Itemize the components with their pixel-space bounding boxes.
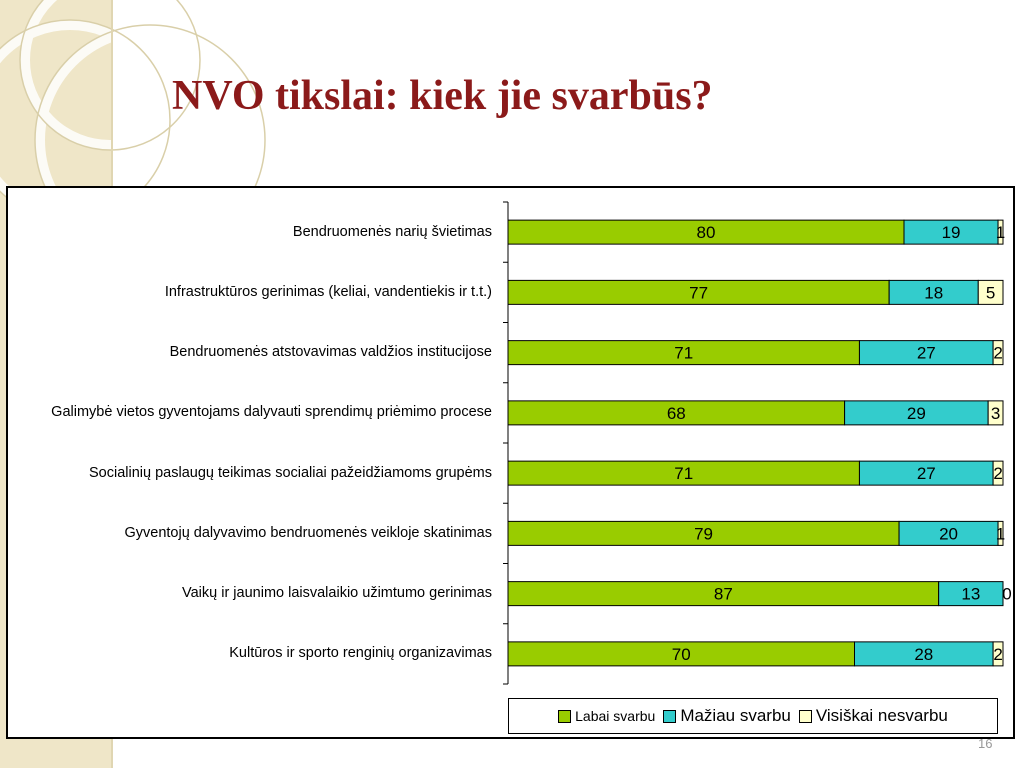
bar-2-5 [997, 520, 1004, 546]
legend-item-labai: Labai svarbu [558, 708, 655, 724]
bar-0-4 [507, 460, 860, 486]
legend-swatch-labai [558, 709, 572, 723]
category-label-4: Socialinių paslaugų teikimas socialiai p… [89, 464, 492, 481]
bar-1-7 [854, 641, 994, 667]
category-label-1: Infrastruktūros gerinimas (keliai, vande… [164, 283, 492, 300]
legend-label-visiskai: Visiškai nesvarbu [815, 706, 948, 725]
legend-item-maziau: Mažiau svarbu [663, 706, 791, 726]
legend-swatch-visiskai [798, 709, 812, 723]
bar-0-3 [507, 400, 846, 426]
legend-swatch-maziau [663, 709, 677, 723]
data-label-2-2: 2 [993, 344, 1002, 363]
data-label-1-5: 20 [939, 524, 958, 543]
data-label-2-0: 1 [996, 223, 1005, 242]
data-label-1-7: 28 [914, 645, 933, 664]
data-label-1-6: 13 [961, 585, 980, 604]
bar-1-6 [938, 581, 1004, 607]
bar-2-1 [977, 279, 1004, 305]
slide-title: NVO tikslai: kiek jie svarbūs? [172, 73, 713, 119]
data-label-0-1: 77 [689, 283, 708, 302]
data-label-0-0: 80 [697, 223, 716, 242]
data-label-0-3: 68 [667, 404, 686, 423]
data-label-0-7: 70 [672, 645, 691, 664]
data-label-0-4: 71 [674, 464, 693, 483]
page-number: 16 [978, 736, 993, 751]
bar-2-0 [997, 219, 1004, 245]
category-label-2: Bendruomenės atstovavimas valdžios insti… [169, 344, 492, 361]
data-label-0-6: 87 [714, 585, 733, 604]
category-label-7: Kultūros ir sporto renginių organizavima… [229, 645, 492, 662]
bar-0-1 [507, 279, 890, 305]
bar-1-4 [858, 460, 994, 486]
data-label-2-6: 0 [1002, 585, 1011, 604]
category-label-0: Bendruomenės narių švietimas [292, 223, 492, 240]
legend-label-maziau: Mažiau svarbu [680, 706, 791, 725]
bar-2-3 [987, 400, 1004, 426]
data-label-1-4: 27 [917, 464, 936, 483]
data-label-2-7: 2 [993, 645, 1002, 664]
bar-1-5 [898, 520, 999, 546]
data-label-2-5: 1 [996, 524, 1005, 543]
data-label-2-3: 3 [991, 404, 1000, 423]
category-label-6: Vaikų ir jaunimo laisvalaikio užimtumo g… [182, 585, 492, 602]
legend-label-labai: Labai svarbu [575, 708, 656, 724]
category-label-5: Gyventojų dalyvavimo bendruomenės veiklo… [124, 524, 492, 541]
data-label-1-1: 18 [924, 283, 943, 302]
bar-1-3 [844, 400, 989, 426]
category-label-3: Galimybė vietos gyventojams dalyvauti sp… [51, 404, 492, 421]
bar-2-2 [992, 340, 1004, 366]
bar-1-1 [888, 279, 979, 305]
data-label-2-1: 5 [986, 283, 995, 302]
bar-2-7 [992, 641, 1004, 667]
data-label-1-2: 27 [917, 344, 936, 363]
chart-legend: Labai svarbu Mažiau svarbu Visiškai nesv… [508, 698, 998, 734]
data-label-0-5: 79 [694, 524, 713, 543]
bar-2-4 [992, 460, 1004, 486]
data-label-2-4: 2 [993, 464, 1002, 483]
bar-1-0 [903, 219, 999, 245]
data-label-1-0: 19 [942, 223, 961, 242]
legend-item-visiskai: Visiškai nesvarbu [798, 706, 948, 726]
data-label-0-2: 71 [674, 344, 693, 363]
data-label-1-3: 29 [907, 404, 926, 423]
